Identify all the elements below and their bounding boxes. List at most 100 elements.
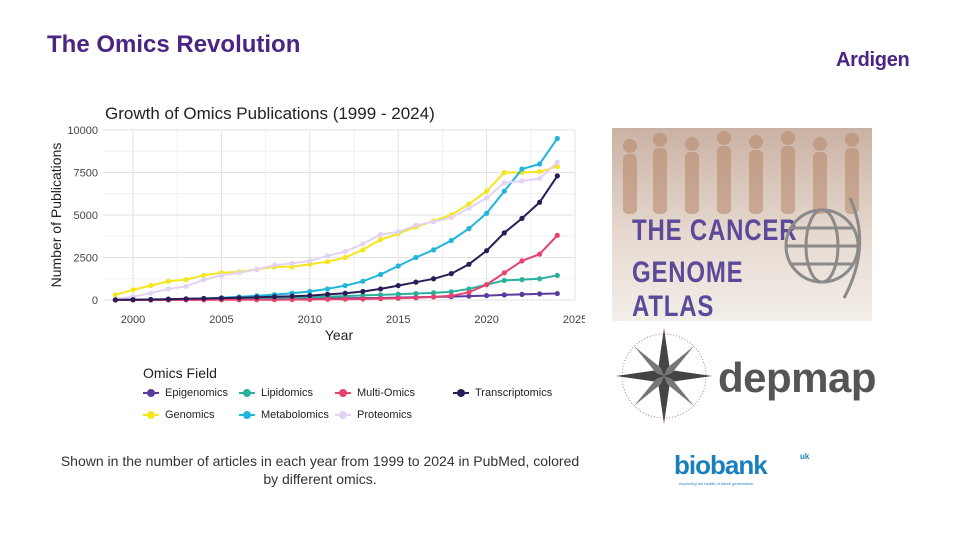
data-point-metabolomics — [377, 271, 384, 278]
series-transcriptomics — [112, 173, 560, 303]
legend-item-lipidomics: Lipidomics — [239, 387, 335, 399]
data-point-proteomics — [148, 290, 154, 296]
data-point-multi-omics — [395, 295, 401, 301]
x-tick-label: 2005 — [209, 314, 233, 326]
data-point-multi-omics — [430, 294, 437, 300]
data-point-multi-omics — [324, 296, 331, 302]
data-point-proteomics — [395, 229, 401, 235]
data-point-epigenomics — [501, 292, 507, 298]
people-silhouettes-image — [623, 131, 859, 214]
series-line-proteomics — [115, 161, 558, 301]
legend-item-proteomics: Proteomics — [335, 409, 453, 421]
x-tick-label: 2000 — [121, 314, 145, 326]
data-point-multi-omics — [377, 296, 384, 302]
legend-swatch — [143, 410, 159, 420]
data-point-metabolomics — [466, 226, 472, 232]
data-point-genomics — [501, 169, 507, 176]
data-point-multi-omics — [537, 251, 543, 257]
legend-label: Metabolomics — [261, 409, 329, 421]
legend-swatch — [453, 388, 469, 398]
data-point-multi-omics — [484, 282, 490, 288]
data-point-multi-omics — [501, 270, 507, 276]
data-point-epigenomics — [466, 293, 472, 299]
data-point-proteomics — [271, 262, 278, 268]
data-point-metabolomics — [501, 188, 507, 194]
slide-title: The Omics Revolution — [47, 31, 301, 58]
data-point-genomics — [130, 287, 136, 293]
data-point-proteomics — [360, 241, 366, 247]
tcga-logo: THE CANCER GENOME ATLAS — [612, 128, 872, 321]
data-point-proteomics — [430, 219, 437, 225]
data-point-genomics — [377, 237, 384, 243]
series-line-multi-omics — [115, 234, 559, 301]
legend-entries: Epigenomics Lipidomics Multi-Omics Transcri… — [143, 387, 563, 421]
series-line-genomics — [115, 165, 558, 296]
data-point-lipidomics — [519, 277, 525, 283]
legend-label: Lipidomics — [261, 387, 313, 399]
data-point-transcriptomics — [413, 279, 419, 285]
data-point-genomics — [183, 277, 189, 283]
y-tick-label: 10000 — [67, 125, 98, 137]
data-point-transcriptomics — [218, 295, 225, 301]
data-point-transcriptomics — [360, 288, 366, 295]
series-line-metabolomics — [115, 137, 559, 301]
data-point-proteomics — [519, 178, 525, 184]
data-point-proteomics — [254, 266, 260, 272]
y-tick-label: 2500 — [74, 253, 98, 265]
data-point-transcriptomics — [183, 296, 189, 302]
globe-icon — [784, 197, 862, 299]
data-point-proteomics — [554, 159, 560, 165]
data-point-proteomics — [342, 248, 348, 255]
data-point-transcriptomics — [519, 215, 525, 221]
data-point-transcriptomics — [165, 296, 172, 302]
legend-label: Multi-Omics — [357, 387, 416, 399]
y-tick-label: 0 — [92, 295, 98, 307]
legend-swatch — [143, 388, 159, 398]
data-point-proteomics — [165, 286, 172, 292]
x-tick-label: 2020 — [474, 314, 498, 326]
data-point-multi-omics — [360, 296, 366, 302]
data-point-transcriptomics — [130, 297, 136, 303]
data-point-multi-omics — [342, 296, 348, 302]
data-point-epigenomics — [537, 291, 543, 297]
biobank-uk-suffix: uk — [800, 452, 810, 461]
legend-swatch — [239, 410, 255, 420]
data-point-transcriptomics — [448, 271, 454, 277]
chart-caption: Shown in the number of articles in each … — [60, 453, 580, 487]
x-axis-label: Year — [325, 327, 354, 343]
omics-line-chart: Growth of Omics Publications (1999 - 202… — [48, 104, 585, 343]
data-point-transcriptomics — [307, 292, 313, 299]
series-metabolomics — [112, 135, 560, 303]
data-point-genomics — [466, 201, 472, 207]
legend-label: Proteomics — [357, 409, 413, 421]
data-point-transcriptomics — [112, 297, 118, 303]
data-point-genomics — [360, 247, 366, 253]
data-point-metabolomics — [413, 254, 419, 261]
data-point-genomics — [324, 259, 331, 265]
y-axis-label: Number of Publications — [48, 143, 64, 288]
data-point-transcriptomics — [430, 276, 437, 282]
data-point-genomics — [201, 272, 207, 278]
data-point-lipidomics — [430, 290, 437, 296]
data-point-proteomics — [501, 180, 507, 186]
tcga-title-line1: THE CANCER — [632, 214, 798, 247]
series-genomics — [112, 163, 560, 298]
data-point-epigenomics — [519, 291, 525, 297]
x-tick-label: 2015 — [386, 314, 410, 326]
data-point-lipidomics — [377, 292, 384, 298]
data-point-genomics — [342, 254, 348, 261]
data-point-metabolomics — [430, 247, 437, 253]
data-point-proteomics — [201, 277, 207, 283]
compass-icon — [616, 328, 712, 424]
data-point-transcriptomics — [289, 293, 295, 299]
legend-swatch — [239, 388, 255, 398]
x-tick-label: 2010 — [298, 314, 322, 326]
chart-legend: Omics Field Epigenomics Lipidomics Multi-O… — [143, 365, 563, 421]
legend-item-genomics: Genomics — [143, 409, 239, 421]
data-point-multi-omics — [413, 295, 419, 301]
legend-title: Omics Field — [143, 365, 217, 381]
data-point-transcriptomics — [395, 282, 401, 289]
data-point-lipidomics — [537, 276, 543, 282]
data-point-proteomics — [448, 214, 454, 221]
series-line-transcriptomics — [115, 175, 559, 301]
